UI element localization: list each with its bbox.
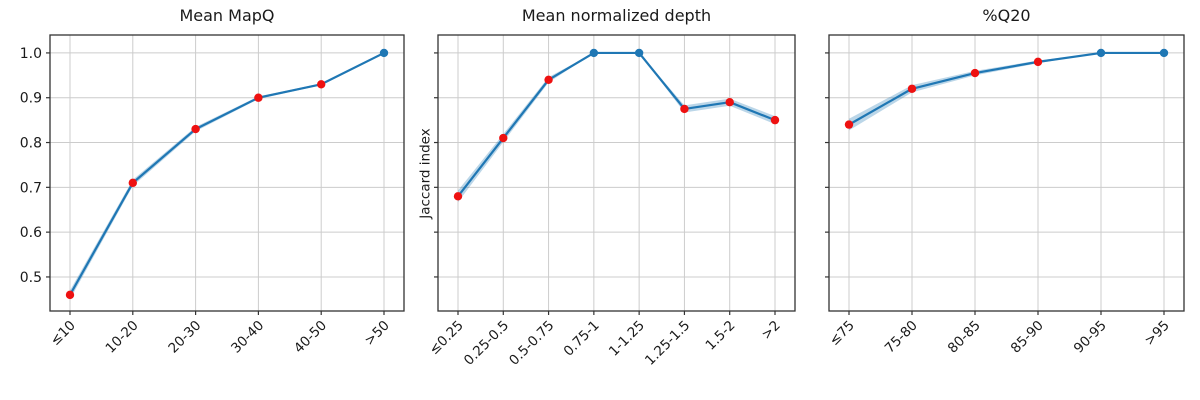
- data-point-90-95: [1096, 48, 1106, 58]
- data-point-1.5-2: [725, 98, 734, 107]
- data-point->2: [770, 115, 780, 125]
- x-tick-label: 0.25-0.5: [461, 318, 512, 369]
- x-tick-label: 90-95: [1071, 318, 1110, 357]
- data-point-≤10: [65, 290, 75, 300]
- x-tick-label: 40-50: [291, 318, 330, 357]
- y-axis-label-jaccard-index: Jaccard index: [417, 128, 434, 219]
- x-tick-label: >50: [361, 318, 392, 349]
- data-point-0.5-0.75: [544, 75, 553, 85]
- y-tick-label: 0.6: [20, 225, 42, 241]
- x-tick-label: 1-1.25: [606, 318, 648, 360]
- data-point-0.75-1: [589, 48, 599, 58]
- x-tick-label: 0.5-0.75: [506, 318, 557, 369]
- x-tick-label: ≤75: [826, 318, 857, 349]
- data-point-0.25-0.5: [499, 133, 508, 143]
- x-tick-label: ≤0.25: [426, 318, 467, 359]
- x-tick-label: 85-90: [1008, 318, 1047, 357]
- axes-frame: [828, 34, 1185, 312]
- confidence-band: [70, 52, 384, 300]
- data-point-40-50: [317, 80, 326, 89]
- data-point-1.25-1.5: [680, 104, 689, 114]
- data-point-≤0.25: [453, 192, 463, 201]
- data-point-80-85: [970, 68, 980, 78]
- x-tick-label: 1.5-2: [703, 318, 739, 354]
- axes-frame: [49, 34, 405, 312]
- x-tick-label: 80-85: [945, 318, 984, 357]
- chart-1: ≤0.250.25-0.50.5-0.75 0.75-1 1-1.251.25-1.…: [426, 34, 796, 369]
- y-tick-label: 0.9: [20, 91, 42, 107]
- x-tick-label: >2: [758, 318, 783, 343]
- x-tick-label: ≤10: [47, 318, 78, 349]
- data-point-30-40: [254, 93, 263, 102]
- x-tick-label: 1.25-1.5: [642, 318, 693, 369]
- chart-title-mean-normalized-depth: Mean normalized depth: [521, 6, 712, 25]
- chart-title-q20: %Q20: [982, 6, 1031, 25]
- x-tick-label: 10-20: [103, 318, 142, 357]
- y-tick-label: 0.8: [20, 136, 42, 152]
- x-tick-label: 0.75-1: [561, 318, 603, 360]
- chart-0: 0.5 0.6 0.7 0.8 0.9 1.0 ≤10 10-20 20-30 30-40 40-5…: [20, 34, 405, 357]
- chart-title-mean-mapq: Mean MapQ: [179, 6, 275, 25]
- trend-line: [68, 51, 386, 296]
- x-tick-label: 20-30: [165, 318, 204, 357]
- x-tick-label: 30-40: [228, 318, 267, 357]
- data-point-75-80: [907, 84, 917, 93]
- y-tick-label: 1.0: [20, 46, 42, 62]
- y-tick-label: 0.5: [20, 270, 42, 286]
- x-tick-label: 75-80: [882, 318, 921, 357]
- data-point->50: [379, 48, 389, 58]
- axes-frame: [437, 34, 796, 312]
- confidence-band: [849, 52, 1164, 131]
- data-point-10-20: [128, 178, 137, 188]
- chart-2: ≤75 75-80 80-85 85-90 90-95 >95: [825, 34, 1185, 357]
- data-point-1-1.25: [634, 48, 644, 58]
- confidence-band: [458, 52, 775, 203]
- data-point-20-30: [191, 124, 200, 134]
- data-point-≤75: [844, 120, 854, 129]
- x-tick-label: >95: [1141, 318, 1172, 349]
- data-point->95: [1159, 48, 1169, 58]
- trend-line: [456, 51, 777, 198]
- data-point-85-90: [1033, 57, 1043, 67]
- y-tick-label: 0.7: [20, 180, 42, 196]
- trend-line: [847, 51, 1166, 126]
